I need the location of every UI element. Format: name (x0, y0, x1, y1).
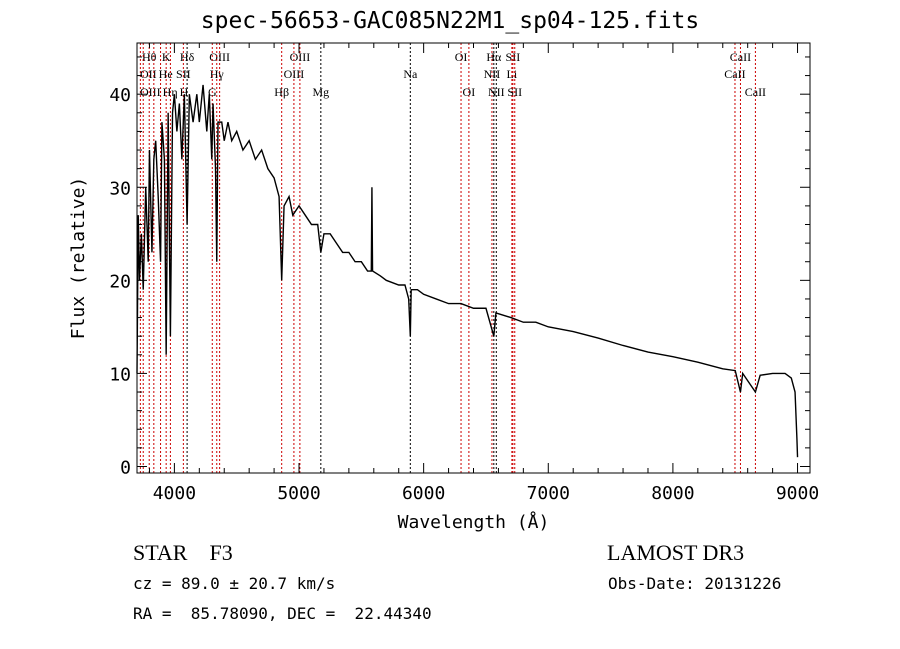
line-marker-label: CaII (745, 85, 766, 99)
line-marker-label: SII (507, 85, 522, 99)
plot-frame (136, 42, 811, 474)
line-marker-label: H (180, 85, 189, 99)
line-marker-label: He (159, 67, 173, 81)
line-marker-label: SII (176, 67, 191, 81)
line-marker-label: OI (463, 85, 476, 99)
line-marker-label: NII (488, 85, 505, 99)
line-marker-label: OI (455, 50, 468, 64)
object-class: STAR F3 (133, 540, 233, 565)
line-marker-label: K (162, 50, 171, 64)
line-marker-label: Hγ (210, 67, 225, 81)
x-axis-label: Wavelength (Å) (398, 511, 550, 533)
line-marker-label: Hθ (142, 50, 157, 64)
chart-title: spec-56653-GAC085N22M1_sp04-125.fits (200, 8, 700, 34)
line-marker-label: Hα (486, 50, 502, 64)
x-tick-label: 6000 (402, 483, 445, 504)
line-marker-label: OII (140, 67, 157, 81)
line-marker-label: SII (506, 50, 521, 64)
redshift-text: cz = 89.0 ± 20.7 km/s (133, 574, 336, 593)
line-marker-label: Li (507, 67, 518, 81)
line-marker-label: CaII (724, 67, 745, 81)
line-marker-label: Na (403, 67, 418, 81)
line-marker-label: G (208, 85, 217, 99)
spectrum-line (136, 84, 799, 458)
y-tick-label: 10 (109, 364, 131, 385)
x-tick-label: 8000 (651, 483, 694, 504)
y-tick-label: 20 (109, 271, 131, 292)
y-tick-label: 40 (109, 85, 131, 106)
survey-label: LAMOST DR3 (607, 540, 745, 565)
line-marker-label: OIII (284, 67, 305, 81)
obs-date-text: Obs-Date: 20131226 (608, 574, 782, 593)
x-tick-label: 5000 (277, 483, 320, 504)
line-marker-label: OIII (290, 50, 311, 64)
x-tick-label: 4000 (153, 483, 196, 504)
line-marker-label: Mg (312, 85, 329, 99)
y-axis-label: Flux (relative) (68, 177, 89, 340)
line-marker-label: OIII (140, 85, 161, 99)
y-tick-label: 0 (120, 457, 131, 478)
x-tick-label: 7000 (527, 483, 570, 504)
line-marker-label: Hβ (274, 85, 289, 99)
x-tick-label: 9000 (776, 483, 819, 504)
line-marker-label: NII (484, 67, 501, 81)
line-marker-label: Hδ (180, 50, 195, 64)
line-marker-label: CaII (730, 50, 751, 64)
line-marker-label: OIII (209, 50, 230, 64)
y-tick-label: 30 (109, 178, 131, 199)
coordinates-text: RA = 85.78090, DEC = 22.44340 (133, 604, 432, 623)
